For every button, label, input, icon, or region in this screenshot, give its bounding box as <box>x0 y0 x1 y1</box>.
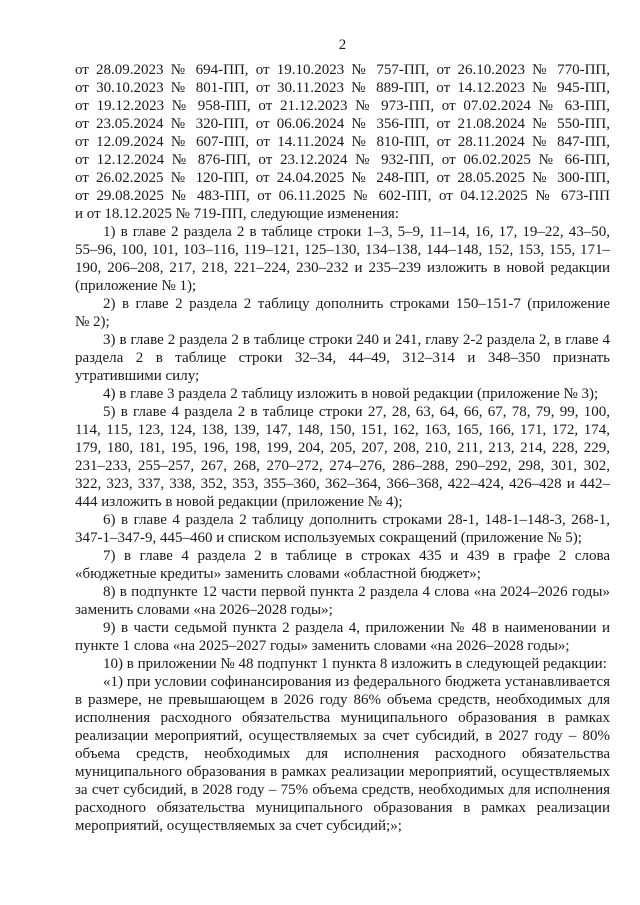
amendment-item-5: 5) в главе 4 раздела 2 в таблице строки … <box>75 404 610 510</box>
amendment-ref-line: от 23.05.2024 № 320-ПП, от 06.06.2024 № … <box>75 116 610 132</box>
amendment-ref-line: от 29.08.2025 № 483-ПП, от 06.11.2025 № … <box>75 188 610 204</box>
amendment-ref-line: от 28.09.2023 № 694-ПП, от 19.10.2023 № … <box>75 62 610 78</box>
document-body: 2 от 28.09.2023 № 694-ПП, от 19.10.2023 … <box>75 36 610 835</box>
amendment-ref-line: от 12.09.2024 № 607-ПП, от 14.11.2024 № … <box>75 134 610 150</box>
amendment-item-10: 10) в приложении № 48 подпункт 1 пункта … <box>103 656 607 672</box>
amendment-ref-line: от 30.10.2023 № 801-ПП, от 30.11.2023 № … <box>75 80 610 96</box>
amendment-item-7: 7) в главе 4 раздела 2 в таблице в строк… <box>75 548 610 582</box>
amendment-ref-line: от 12.12.2024 № 876-ПП, от 23.12.2024 № … <box>75 152 610 168</box>
amendment-ref-line: от 19.12.2023 № 958-ПП, от 21.12.2023 № … <box>75 98 610 114</box>
amendment-item-9: 9) в части седьмой пункта 2 раздела 4, п… <box>75 620 610 654</box>
amendment-ref-line: от 26.02.2025 № 120-ПП, от 24.04.2025 № … <box>75 170 610 186</box>
amendment-item-4: 4) в главе 3 раздела 2 таблицу изложить … <box>103 386 599 402</box>
amendment-item-6: 6) в главе 4 раздела 2 таблицу дополнить… <box>75 512 610 546</box>
amendment-item-1: 1) в главе 2 раздела 2 в таблице строки … <box>75 224 610 294</box>
amendment-item-3: 3) в главе 2 раздела 2 в таблице строки … <box>75 332 610 384</box>
page-number: 2 <box>338 37 347 53</box>
amendment-ref-line-final: и от 18.12.2025 № 719-ПП, следующие изме… <box>75 206 399 222</box>
amendment-quoted-subpoint: «1) при условии софинансирования из феде… <box>75 674 610 834</box>
amendment-item-2: 2) в главе 2 раздела 2 таблицу дополнить… <box>75 296 610 330</box>
amendment-item-8: 8) в подпункте 12 части первой пункта 2 … <box>75 584 610 618</box>
